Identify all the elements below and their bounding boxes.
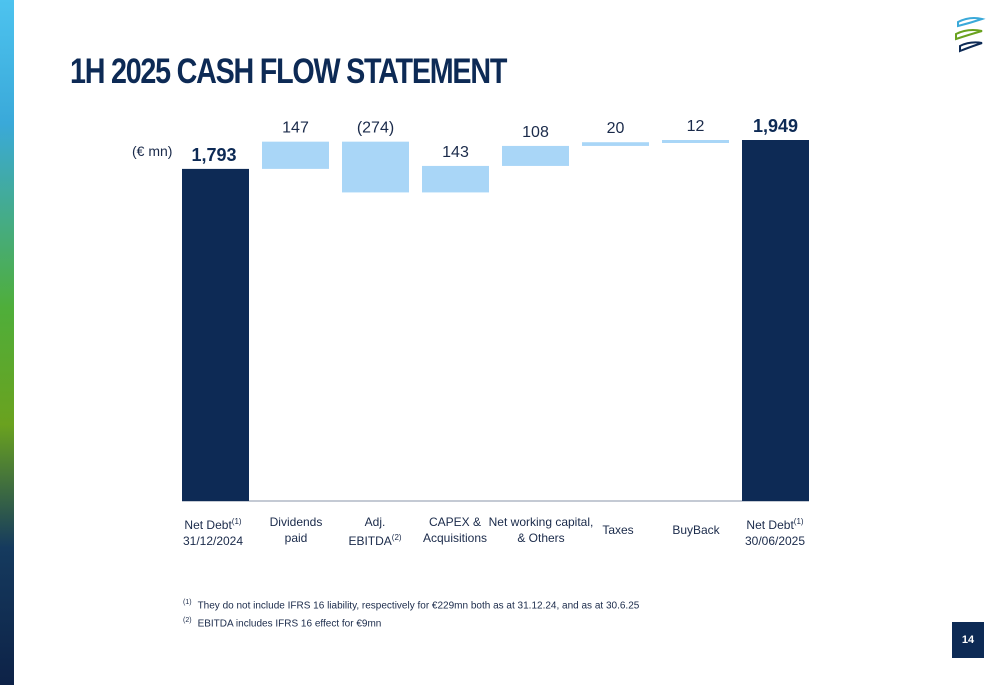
bar-3 xyxy=(422,165,489,193)
bar-0 xyxy=(182,168,249,501)
category-label-nwc: Net working capital, & Others xyxy=(488,515,594,545)
slide-title: 1H 2025 CASH FLOW STATEMENT xyxy=(70,52,507,91)
bar-5 xyxy=(582,142,649,146)
data-label-4: 108 xyxy=(522,124,549,141)
category-label-taxes: Taxes xyxy=(602,523,634,537)
category-label-net-debt-start: Net Debt(1) 31/12/2024 xyxy=(182,517,244,548)
bar-7 xyxy=(742,140,809,501)
data-label-2: (274) xyxy=(357,120,394,137)
data-label-6: 12 xyxy=(687,118,705,135)
data-label-1: 147 xyxy=(282,120,309,137)
bar-6 xyxy=(662,140,729,143)
company-logo-icon xyxy=(955,17,986,53)
footnote-2: (2) EBITDA includes IFRS 16 effect for €9… xyxy=(183,617,382,630)
side-accent-stripe xyxy=(0,0,14,685)
category-label-capex: CAPEX & Acquisitions xyxy=(422,515,488,545)
category-label-adj-ebitda: Adj. EBITDA(2) xyxy=(348,515,402,548)
data-label-5: 20 xyxy=(607,120,625,137)
page-number: 14 xyxy=(952,622,984,658)
data-label-0: 1,793 xyxy=(191,145,236,165)
unit-label: (€ mn) xyxy=(132,143,173,159)
footnote-1: (1) They do not include IFRS 16 liability… xyxy=(183,599,640,612)
bar-1 xyxy=(262,141,329,169)
category-label-dividends: Dividends paid xyxy=(269,515,323,545)
category-label-buyback: BuyBack xyxy=(672,523,720,537)
footnotes: (1) They do not include IFRS 16 liability… xyxy=(183,595,639,632)
bar-4 xyxy=(502,145,569,166)
data-label-7: 1,949 xyxy=(753,116,798,136)
data-label-3: 143 xyxy=(442,144,469,161)
category-label-net-debt-end: Net Debt(1) 30/06/2025 xyxy=(744,517,806,548)
bar-2 xyxy=(342,141,409,193)
